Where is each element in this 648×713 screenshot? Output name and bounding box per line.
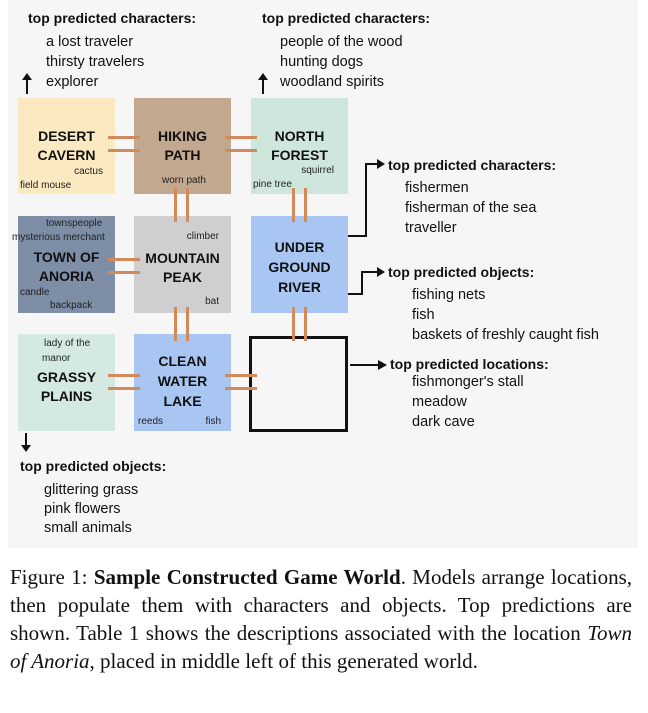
top-left-item-1: a lost traveler xyxy=(46,34,134,50)
object-label: worn path xyxy=(162,175,206,186)
caption-text: . Models arrange locations, then populat… xyxy=(10,565,632,645)
right-objects-item-2: fish xyxy=(412,307,435,323)
right-objects-header: top predicted objects: xyxy=(388,264,535,280)
right-locations-item-3: dark cave xyxy=(412,414,475,430)
location-grassy-plains: lady of the manor GRASSY PLAINS xyxy=(18,334,115,431)
right-locations-header: top predicted locations: xyxy=(390,356,549,372)
location-desert-cavern: DESERT CAVERN cactus field mouse xyxy=(18,98,115,194)
top-right-item-1: people of the wood xyxy=(280,34,403,50)
caption-label: Figure 1: xyxy=(10,565,94,589)
connector xyxy=(108,149,140,152)
location-name: GRASSY xyxy=(36,369,97,385)
location-town-of-anoria: townspeople mysterious merchant TOWN OF … xyxy=(12,216,115,313)
connector xyxy=(108,258,140,261)
up-arrow-icon xyxy=(258,73,268,94)
location-name: UNDER xyxy=(274,239,325,255)
connector xyxy=(174,188,177,222)
connector xyxy=(108,271,140,274)
right-locations-item-2: meadow xyxy=(412,394,467,410)
location-name: RIVER xyxy=(278,279,321,295)
character-label: squirrel xyxy=(301,165,334,176)
character-label: climber xyxy=(186,231,219,242)
location-name: WATER xyxy=(157,373,208,389)
caption-text-end: , placed in middle left of this generate… xyxy=(89,649,478,673)
caption-italic: Town of Anoria xyxy=(10,621,632,673)
connector xyxy=(225,387,257,390)
character-label: fish xyxy=(205,416,221,427)
connector xyxy=(174,307,177,341)
arrow-icon xyxy=(348,159,385,237)
character-label: bat xyxy=(205,296,219,307)
bottom-left-item-1: glittering grass xyxy=(44,482,139,498)
connector xyxy=(292,307,295,341)
connector xyxy=(304,307,307,341)
location-name: NORTH xyxy=(274,128,325,144)
empty-location-slot xyxy=(249,336,348,432)
arrow-icon xyxy=(348,267,385,295)
location-mountain-peak: climber MOUNTAIN PEAK bat xyxy=(134,216,231,313)
connector xyxy=(108,136,140,139)
top-right-header: top predicted characters: xyxy=(262,10,431,26)
top-right-item-3: woodland spirits xyxy=(280,74,384,90)
location-name: ANORIA xyxy=(38,268,95,284)
character-label: townspeople xyxy=(46,218,103,229)
object-label: pine tree xyxy=(253,179,292,190)
location-name: FOREST xyxy=(271,147,328,163)
right-locations-item-1: fishmonger's stall xyxy=(412,374,524,390)
location-name: HIKING xyxy=(158,128,207,144)
figure-caption: Figure 1: Sample Constructed Game World.… xyxy=(10,563,632,675)
connector xyxy=(292,188,295,222)
location-north-forest: NORTH FOREST squirrel pine tree xyxy=(251,98,348,194)
top-right-item-2: hunting dogs xyxy=(280,54,364,70)
object-label: reeds xyxy=(138,416,164,427)
up-arrow-icon xyxy=(22,73,32,94)
location-clean-water-lake: CLEAN WATER LAKE reeds fish xyxy=(134,334,231,431)
top-left-item-3: explorer xyxy=(46,74,99,90)
location-hiking-path: HIKING PATH worn path xyxy=(134,98,231,194)
connector xyxy=(225,149,257,152)
location-name: PLAINS xyxy=(40,388,93,404)
connector xyxy=(186,188,189,222)
top-left-header: top predicted characters: xyxy=(28,10,197,26)
character-label: lady of the xyxy=(44,338,91,349)
location-name: TOWN OF xyxy=(33,249,100,265)
object-label: backpack xyxy=(50,300,93,311)
right-characters-item-2: fisherman of the sea xyxy=(405,200,537,216)
connector xyxy=(186,307,189,341)
right-objects-item-3: baskets of freshly caught fish xyxy=(412,327,599,343)
location-name: PEAK xyxy=(163,269,202,285)
right-objects-item-1: fishing nets xyxy=(412,287,486,303)
caption-title: Sample Constructed Game World xyxy=(93,565,401,589)
character-label: mysterious merchant xyxy=(12,232,105,243)
object-label: field mouse xyxy=(20,180,72,191)
down-arrow-icon xyxy=(21,433,31,452)
bottom-left-item-2: pink flowers xyxy=(44,501,121,517)
connector xyxy=(225,374,257,377)
top-left-item-2: thirsty travelers xyxy=(46,54,145,70)
bottom-left-header: top predicted objects: xyxy=(20,458,167,474)
location-name: CLEAN xyxy=(158,353,207,369)
location-name: GROUND xyxy=(268,259,331,275)
connector xyxy=(108,374,140,377)
connector xyxy=(225,136,257,139)
right-characters-item-3: traveller xyxy=(405,220,457,236)
location-name: DESERT xyxy=(38,128,95,144)
character-label: manor xyxy=(42,353,71,364)
location-name: CAVERN xyxy=(37,147,96,163)
bottom-left-item-3: small animals xyxy=(44,520,132,536)
location-name: PATH xyxy=(164,147,201,163)
right-characters-item-1: fishermen xyxy=(405,180,469,196)
location-name: LAKE xyxy=(163,393,202,409)
location-name: MOUNTAIN xyxy=(145,250,220,266)
connector xyxy=(108,387,140,390)
location-underground-river: UNDER GROUND RIVER xyxy=(251,216,348,313)
connector xyxy=(304,188,307,222)
right-characters-header: top predicted characters: xyxy=(388,157,557,173)
object-label: cactus xyxy=(74,166,103,177)
arrow-icon xyxy=(350,360,387,370)
object-label: candle xyxy=(20,287,50,298)
